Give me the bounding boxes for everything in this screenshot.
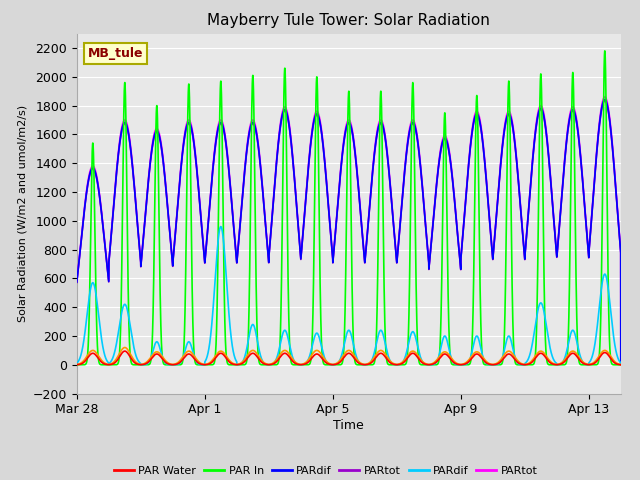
Title: Mayberry Tule Tower: Solar Radiation: Mayberry Tule Tower: Solar Radiation: [207, 13, 490, 28]
Y-axis label: Solar Radiation (W/m2 and umol/m2/s): Solar Radiation (W/m2 and umol/m2/s): [17, 105, 27, 322]
Text: MB_tule: MB_tule: [88, 47, 143, 60]
X-axis label: Time: Time: [333, 419, 364, 432]
Legend: PAR Water, PAR Tule, PAR In, PARdif, PARtot, PARdif, PARtot: PAR Water, PAR Tule, PAR In, PARdif, PAR…: [109, 462, 542, 480]
